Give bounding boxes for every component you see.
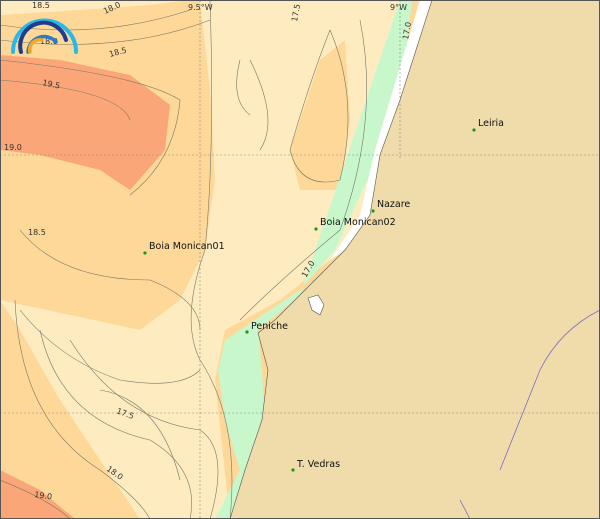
sea-warm-zone-south	[0, 470, 75, 519]
graticule-label: 9.5°W	[188, 3, 213, 12]
contour-label: 18.5	[108, 46, 128, 59]
contour-label: 17.0	[401, 21, 413, 40]
marker-peniche[interactable]	[245, 330, 249, 334]
graticule-label: 9°W	[390, 3, 407, 12]
river	[459, 499, 471, 519]
marker-t-vedras[interactable]	[291, 468, 295, 472]
place-label-nazare[interactable]: Nazare	[377, 199, 410, 210]
shelf-zone	[215, 0, 412, 519]
coastal-white-strip	[330, 0, 435, 260]
contour-label: 19.5	[42, 78, 61, 91]
wave-arcs-logo	[11, 18, 78, 54]
contour-label: 18.0	[40, 37, 58, 46]
place-label-boia-monican01[interactable]: Boia Monican01	[149, 241, 225, 252]
contour-label: 18.5	[32, 1, 50, 10]
marker-leiria[interactable]	[472, 128, 476, 132]
contour-label: 17.5	[290, 3, 302, 22]
sea-light-north	[0, 0, 190, 15]
place-label-t-vedras[interactable]: T. Vedras	[296, 459, 340, 470]
marker-boia-monican01[interactable]	[143, 251, 147, 255]
contour-label: 19.0	[34, 490, 53, 501]
river	[499, 309, 600, 471]
marker-boia-monican02[interactable]	[314, 227, 318, 231]
contour-lines	[0, 0, 367, 519]
place-label-boia-monican02[interactable]: Boia Monican02	[320, 217, 396, 228]
marker-nazare[interactable]	[371, 209, 375, 213]
place-label-leiria[interactable]: Leiria	[478, 118, 504, 129]
contour-label: 19.0	[4, 143, 22, 152]
island	[307, 294, 325, 316]
place-label-peniche[interactable]: Peniche	[251, 321, 288, 332]
contour-label: 18.5	[28, 228, 46, 237]
sea-warm-zone-north	[0, 55, 170, 190]
place-markers	[143, 128, 476, 472]
land	[229, 0, 600, 519]
sea-mid-zone	[290, 40, 350, 190]
